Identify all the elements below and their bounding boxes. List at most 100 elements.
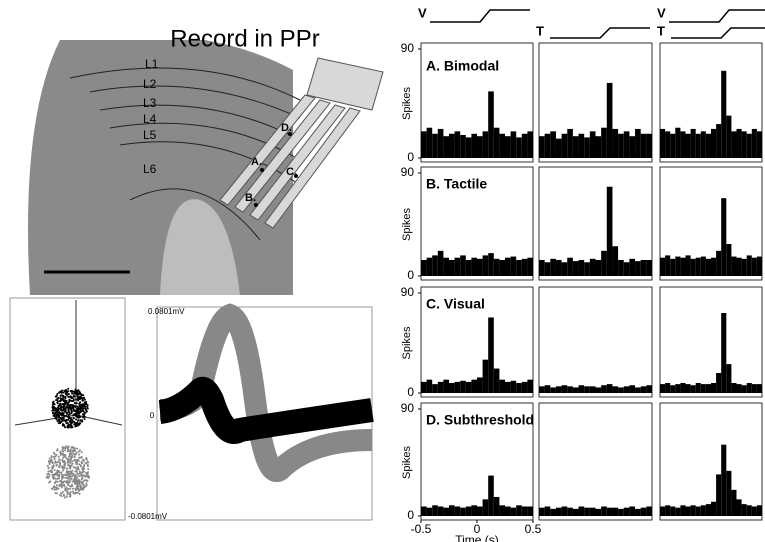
histogram-bar xyxy=(726,470,732,516)
y-tick-label: 90 xyxy=(401,165,415,179)
cluster-dot xyxy=(77,389,80,392)
histogram-bar xyxy=(736,257,742,276)
cluster-dot xyxy=(63,496,66,499)
histogram-bar xyxy=(488,253,494,276)
histogram-bar xyxy=(521,133,528,158)
cluster-dot xyxy=(69,389,72,392)
histogram-bar xyxy=(499,505,505,516)
cluster-dot xyxy=(58,400,61,403)
cluster-dot xyxy=(59,453,62,456)
cluster-dot xyxy=(75,398,78,401)
histogram-bar xyxy=(426,257,433,276)
histogram-bar xyxy=(449,383,455,393)
panel-frame xyxy=(659,402,763,521)
histogram-bar xyxy=(421,381,427,393)
histogram-bar xyxy=(716,250,722,276)
cluster-dot xyxy=(70,418,73,421)
cluster-dot xyxy=(81,469,84,472)
cluster-dot xyxy=(61,397,64,400)
histogram-bar xyxy=(460,134,466,158)
cluster-dot xyxy=(78,449,81,452)
cluster-dot xyxy=(69,491,72,494)
histogram-bar xyxy=(488,475,494,516)
cluster-dot xyxy=(70,421,73,424)
cluster-dot xyxy=(72,420,75,423)
histogram-bar xyxy=(555,138,562,158)
cluster-dot xyxy=(61,465,64,468)
histogram-bar xyxy=(746,383,752,393)
histogram-bar xyxy=(695,133,701,158)
histogram-bar xyxy=(493,496,500,516)
cluster-dot xyxy=(65,419,68,422)
cluster-dot xyxy=(74,421,77,424)
panel-frame xyxy=(659,42,763,163)
cluster-dot xyxy=(84,408,87,411)
cluster-dot xyxy=(55,484,58,487)
histogram-bar xyxy=(746,255,752,276)
cluster-dot xyxy=(64,445,67,448)
histogram-bar xyxy=(746,505,752,516)
histogram-bar xyxy=(510,380,517,393)
cluster-dot xyxy=(65,412,68,415)
histogram-bar xyxy=(665,383,671,393)
histogram-bar xyxy=(685,133,691,158)
cluster-dot xyxy=(52,411,55,414)
histogram-bar xyxy=(572,261,579,276)
cluster-dot xyxy=(77,412,80,415)
cluster-dot xyxy=(52,407,55,410)
cluster-dot xyxy=(65,456,68,459)
cluster-dot xyxy=(66,467,69,470)
cluster-dot xyxy=(68,454,71,457)
cluster-dot xyxy=(65,414,68,417)
y-axis-label: Spikes xyxy=(401,326,413,360)
histogram-bar xyxy=(731,131,737,158)
histogram-bar xyxy=(521,258,528,276)
cluster-dot xyxy=(61,459,64,462)
histogram-bar xyxy=(690,258,696,276)
cluster-dot xyxy=(67,477,70,480)
cluster-dot xyxy=(59,413,62,416)
histogram-bar xyxy=(731,383,737,393)
waveform-label: -0.0801mV xyxy=(128,512,168,521)
cluster-dot xyxy=(82,394,85,397)
cluster-dot xyxy=(76,447,79,450)
histogram-bar xyxy=(716,373,722,393)
cluster-dot xyxy=(57,419,60,422)
cluster-dot xyxy=(70,412,73,415)
cluster-dot xyxy=(57,415,60,418)
histogram-bar xyxy=(465,381,472,393)
histogram-bar xyxy=(618,508,624,516)
x-tick-label: -0.5 xyxy=(411,522,432,536)
cluster-dot xyxy=(64,449,67,452)
histogram-bar xyxy=(623,507,630,516)
cluster-dot xyxy=(71,487,74,490)
cluster-dot xyxy=(60,391,63,394)
histogram-bar xyxy=(443,507,449,516)
histogram-bar xyxy=(629,258,636,276)
histogram-bar xyxy=(595,136,602,158)
cluster-dot xyxy=(87,476,90,479)
histogram-bar xyxy=(695,257,701,276)
cluster-dot xyxy=(60,406,63,409)
histogram-bar xyxy=(493,368,500,393)
histogram-bar xyxy=(741,504,747,516)
site-label: D. xyxy=(281,122,292,134)
cluster-dot xyxy=(51,467,54,470)
site-dot xyxy=(294,174,298,178)
cluster-dot xyxy=(59,390,62,393)
histogram-bar xyxy=(700,131,706,158)
cluster-dot xyxy=(61,480,64,483)
cluster-dot xyxy=(86,406,89,409)
stimulus-label: T xyxy=(657,23,665,38)
cluster-dot xyxy=(58,484,61,487)
cluster-dot xyxy=(63,467,66,470)
cluster-dot xyxy=(58,404,61,407)
cluster-dot xyxy=(52,465,55,468)
y-axis-label: Spikes xyxy=(401,86,413,120)
histogram-bar xyxy=(705,384,711,393)
histogram-bar xyxy=(482,255,489,276)
cluster-dot xyxy=(82,466,85,469)
y-axis-label: Spikes xyxy=(401,445,413,479)
panel-frame xyxy=(659,166,763,281)
panel-frame xyxy=(538,166,653,281)
